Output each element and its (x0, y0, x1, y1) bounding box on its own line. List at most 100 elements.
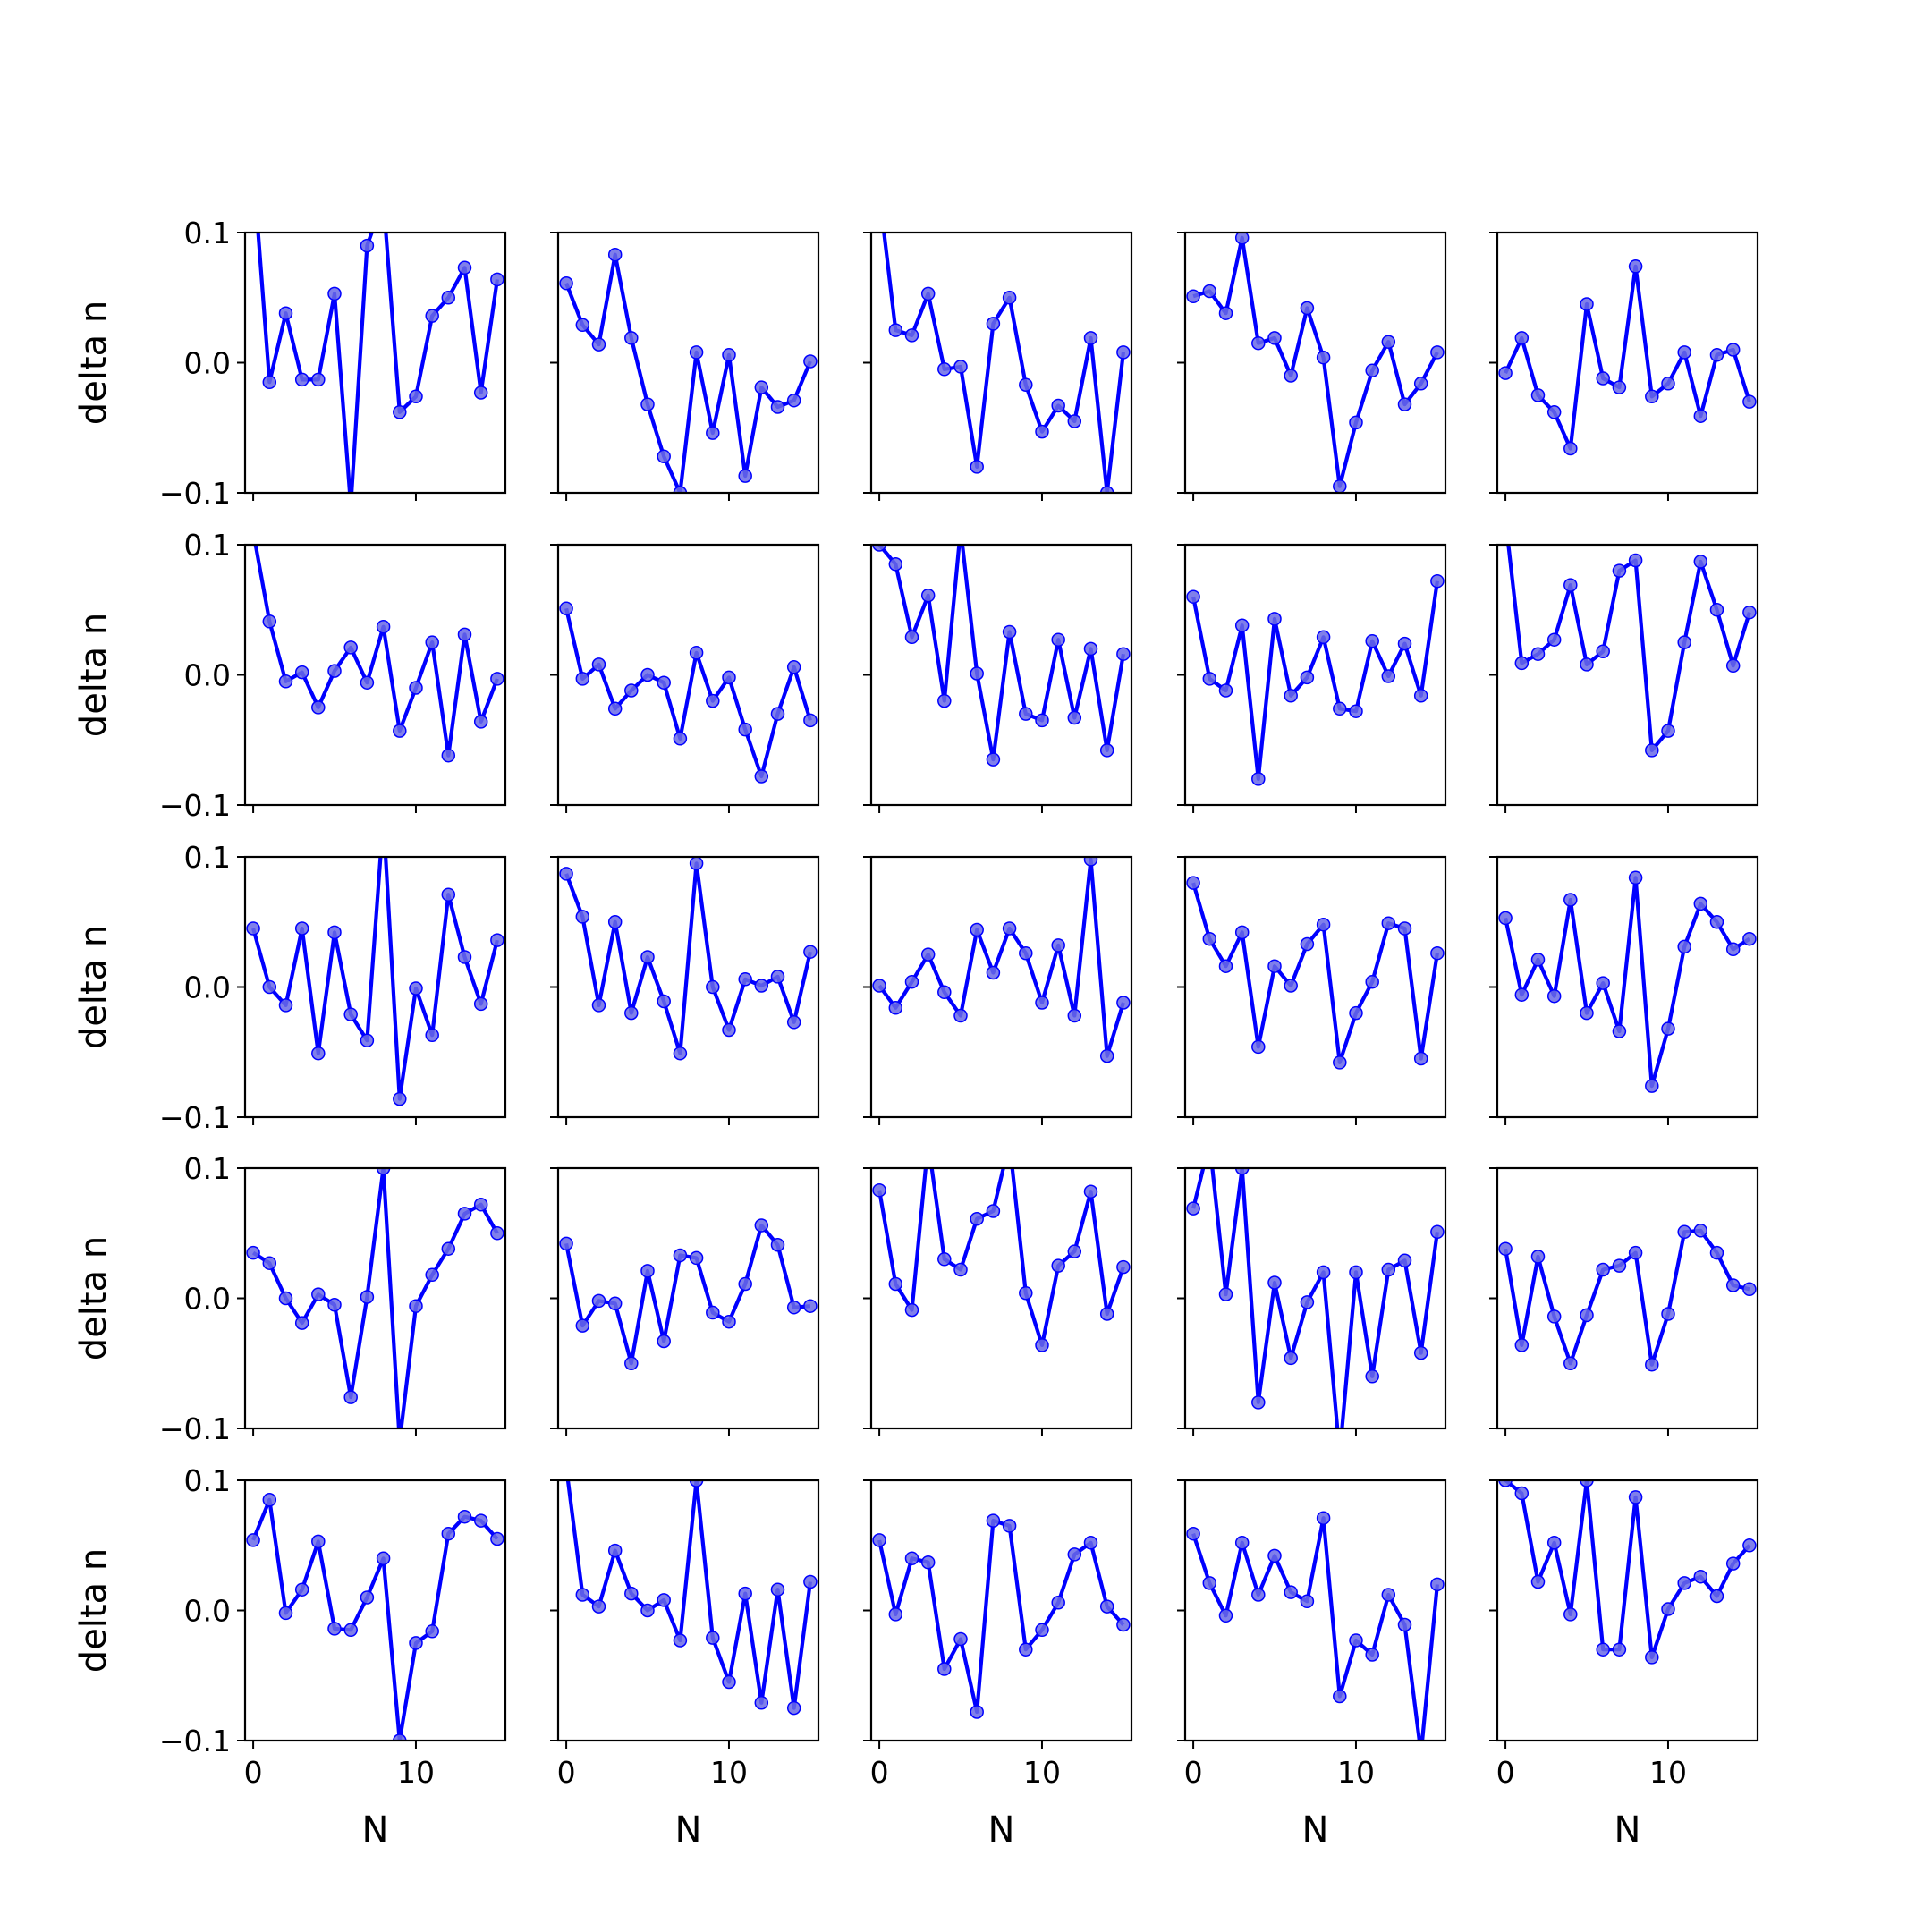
data-point (722, 348, 736, 362)
data-point (376, 619, 391, 634)
subplot-r3-c4 (1177, 855, 1447, 1125)
data-point (1284, 979, 1298, 993)
data-point (575, 910, 590, 924)
data-point (1365, 633, 1379, 648)
data-point (1709, 915, 1724, 929)
data-point (937, 693, 952, 708)
data-point (888, 323, 903, 337)
data-point (657, 994, 671, 1009)
data-point (409, 981, 423, 996)
data-point (1067, 1547, 1082, 1562)
series-line (877, 1168, 1125, 1348)
subplot-r2-c4 (1177, 543, 1447, 813)
series-line (1504, 1228, 1750, 1367)
data-point (1498, 1480, 1513, 1487)
series (872, 1136, 1131, 1352)
data-point (1580, 297, 1594, 311)
data-point (1397, 1253, 1412, 1268)
data-point (1035, 424, 1049, 439)
data-point (1580, 1005, 1594, 1021)
data-point (624, 683, 639, 698)
data-point (1413, 689, 1428, 703)
y-tick-label: −0.1 (159, 1100, 231, 1135)
data-point (754, 380, 769, 394)
data-point (1067, 1244, 1082, 1258)
series (246, 857, 504, 1106)
data-point (360, 1033, 375, 1047)
data-point (904, 328, 919, 343)
data-point (1397, 1617, 1412, 1632)
data-point (1742, 931, 1757, 946)
data-point (624, 1356, 639, 1371)
axes-frame (1183, 855, 1447, 1119)
data-point (1349, 415, 1363, 430)
series (1186, 1511, 1445, 1741)
data-point (1002, 1519, 1017, 1533)
data-point (1365, 1648, 1379, 1662)
data-point (607, 915, 623, 929)
data-point (1661, 1021, 1675, 1036)
data-point (393, 405, 407, 419)
series (1498, 870, 1757, 1093)
subplot-r1-c2 (550, 231, 820, 501)
data-point (1234, 233, 1250, 245)
data-point (1580, 1480, 1594, 1487)
data-point (1116, 1617, 1131, 1632)
data-point (1051, 398, 1065, 413)
data-point (1612, 1258, 1627, 1273)
data-point (1612, 564, 1627, 578)
subplot-r2-c1: −0.1 0.0 0.1 delta n (73, 526, 507, 823)
data-point (1300, 1295, 1315, 1309)
data-point (953, 1008, 968, 1023)
data-point (754, 769, 769, 784)
data-point (1349, 704, 1363, 718)
data-point (560, 1462, 572, 1474)
series-line (1192, 235, 1439, 488)
x-tick-label: 10 (710, 1755, 748, 1790)
data-point (1349, 1005, 1363, 1021)
data-point (441, 748, 456, 763)
data-point (922, 1136, 935, 1148)
axes-frame (556, 543, 820, 807)
x-axis-label: N (675, 1809, 702, 1851)
data-point (343, 1623, 358, 1638)
data-point (1661, 377, 1675, 391)
data-point (986, 1513, 1001, 1528)
data-point (1316, 1511, 1331, 1525)
data-point (262, 375, 277, 390)
data-point (247, 526, 259, 538)
y-tick-label: 0.1 (184, 1463, 231, 1498)
data-point (738, 972, 752, 987)
data-point (591, 1599, 606, 1614)
data-point (1709, 603, 1724, 617)
data-point (360, 238, 375, 253)
data-point (786, 393, 801, 408)
data-point (1381, 916, 1396, 930)
data-point (673, 486, 688, 493)
data-point (1218, 683, 1233, 698)
data-point (1661, 1602, 1675, 1616)
data-point (1430, 573, 1445, 589)
data-point (575, 318, 590, 333)
data-point (1381, 669, 1396, 683)
data-point (1019, 1642, 1033, 1657)
data-point (1693, 409, 1708, 423)
y-axis-label: delta n (73, 1236, 114, 1360)
data-point (409, 389, 423, 404)
series (1506, 545, 1757, 758)
data-point (376, 1551, 391, 1566)
data-point (1498, 911, 1513, 926)
data-point (738, 722, 752, 737)
data-point (473, 386, 488, 400)
data-point (1645, 1079, 1659, 1093)
data-point (377, 194, 390, 207)
data-point (1051, 1258, 1065, 1273)
series (1186, 876, 1445, 1070)
x-tick-label: 0 (870, 1755, 889, 1790)
series-line (1191, 580, 1439, 782)
data-point (1413, 377, 1428, 391)
data-point (473, 715, 488, 729)
series-line (877, 1518, 1125, 1715)
data-point (559, 1236, 573, 1251)
data-point (937, 985, 952, 1000)
